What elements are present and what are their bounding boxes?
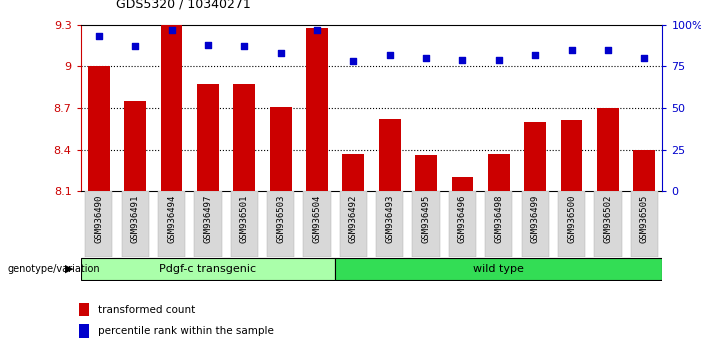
FancyBboxPatch shape: [81, 258, 335, 280]
FancyBboxPatch shape: [85, 191, 112, 257]
Bar: [270, 107, 292, 191]
Bar: [161, 25, 182, 191]
FancyBboxPatch shape: [594, 191, 622, 257]
Text: GSM936494: GSM936494: [167, 194, 176, 243]
Bar: [524, 122, 546, 191]
Text: Pdgf-c transgenic: Pdgf-c transgenic: [159, 264, 257, 274]
Text: GSM936497: GSM936497: [203, 194, 212, 243]
Point: [238, 44, 250, 49]
Text: GSM936501: GSM936501: [240, 194, 249, 243]
Point: [421, 55, 432, 61]
Text: GSM936504: GSM936504: [313, 194, 322, 243]
Bar: [634, 149, 655, 191]
Bar: [306, 28, 328, 191]
Point: [457, 57, 468, 63]
FancyBboxPatch shape: [449, 191, 476, 257]
Text: GSM936490: GSM936490: [95, 194, 103, 243]
Bar: [342, 154, 365, 191]
Bar: [597, 108, 619, 191]
Text: GSM936498: GSM936498: [494, 194, 503, 243]
Point: [494, 57, 505, 63]
Point: [166, 27, 177, 33]
FancyBboxPatch shape: [267, 191, 294, 257]
Point: [639, 55, 650, 61]
Text: GDS5320 / 10340271: GDS5320 / 10340271: [116, 0, 250, 11]
Text: GSM936496: GSM936496: [458, 194, 467, 243]
Text: GSM936492: GSM936492: [349, 194, 358, 243]
FancyBboxPatch shape: [194, 191, 222, 257]
Text: wild type: wild type: [473, 264, 524, 274]
Point: [311, 27, 322, 33]
Text: GSM936493: GSM936493: [386, 194, 394, 243]
FancyBboxPatch shape: [340, 191, 367, 257]
Point: [275, 50, 286, 56]
Bar: [488, 154, 510, 191]
FancyBboxPatch shape: [522, 191, 549, 257]
Text: GSM936505: GSM936505: [640, 194, 648, 243]
Bar: [88, 67, 109, 191]
FancyBboxPatch shape: [231, 191, 258, 257]
Text: GSM936499: GSM936499: [531, 194, 540, 243]
Bar: [124, 101, 146, 191]
Bar: [233, 84, 255, 191]
Text: GSM936500: GSM936500: [567, 194, 576, 243]
Point: [348, 58, 359, 64]
FancyBboxPatch shape: [412, 191, 440, 257]
Text: genotype/variation: genotype/variation: [7, 264, 100, 274]
Point: [203, 42, 214, 47]
Bar: [197, 84, 219, 191]
Point: [130, 44, 141, 49]
Text: transformed count: transformed count: [98, 305, 196, 315]
Bar: [561, 120, 583, 191]
Bar: [415, 155, 437, 191]
FancyBboxPatch shape: [158, 191, 185, 257]
Point: [602, 47, 613, 52]
FancyBboxPatch shape: [121, 191, 149, 257]
FancyBboxPatch shape: [304, 191, 331, 257]
Point: [566, 47, 577, 52]
Text: ▶: ▶: [65, 264, 74, 274]
Point: [384, 52, 395, 58]
FancyBboxPatch shape: [485, 191, 512, 257]
FancyBboxPatch shape: [376, 191, 403, 257]
FancyBboxPatch shape: [631, 191, 658, 257]
Bar: [451, 177, 473, 191]
Bar: [379, 119, 401, 191]
Text: GSM936503: GSM936503: [276, 194, 285, 243]
Text: GSM936491: GSM936491: [130, 194, 139, 243]
Text: GSM936495: GSM936495: [421, 194, 430, 243]
FancyBboxPatch shape: [558, 191, 585, 257]
Text: percentile rank within the sample: percentile rank within the sample: [98, 326, 274, 336]
Point: [93, 34, 104, 39]
FancyBboxPatch shape: [335, 258, 662, 280]
Point: [529, 52, 540, 58]
Text: GSM936502: GSM936502: [604, 194, 613, 243]
